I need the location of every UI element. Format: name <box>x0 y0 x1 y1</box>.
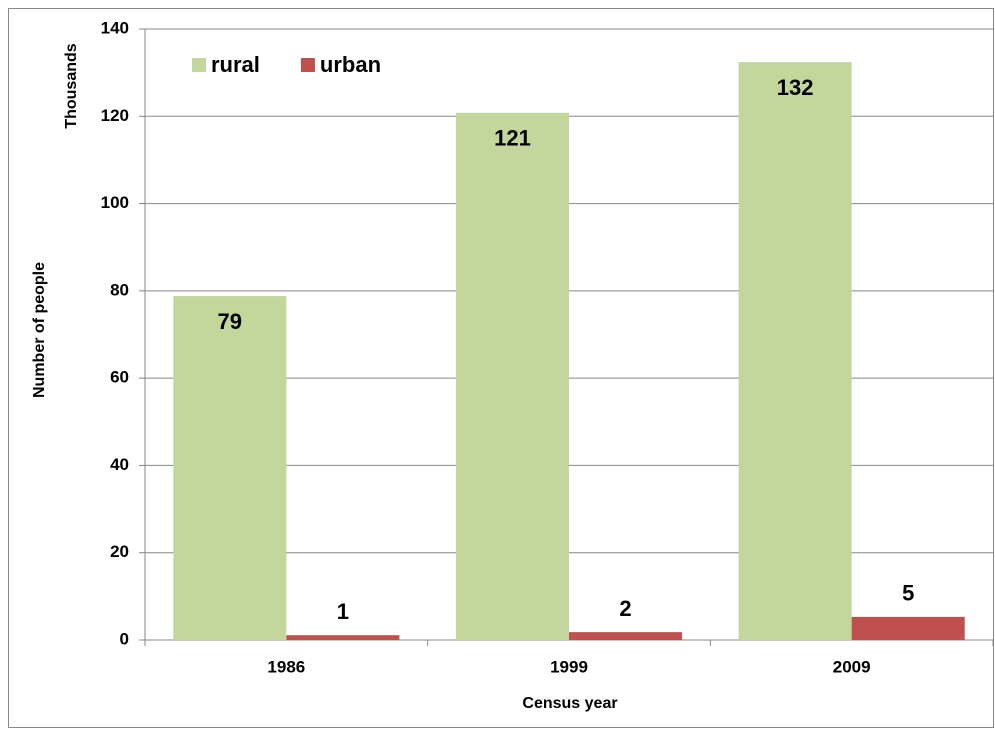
y-tick-label: 0 <box>120 629 129 648</box>
legend-label: urban <box>320 52 381 77</box>
data-label: 2 <box>619 596 631 621</box>
data-label: 121 <box>494 126 531 151</box>
bar <box>569 632 683 640</box>
bar <box>286 635 400 640</box>
x-tick-label: 2009 <box>833 657 871 676</box>
y-tick-label: 60 <box>110 368 129 387</box>
x-tick-label: 1986 <box>267 657 305 676</box>
data-label: 5 <box>902 581 914 606</box>
y-tick-label: 120 <box>101 106 129 125</box>
legend-swatch <box>300 58 315 72</box>
legend-swatch <box>192 58 206 72</box>
data-label: 132 <box>777 75 814 100</box>
y-axis-unit: Thousands <box>63 43 80 128</box>
x-axis-title: Census year <box>522 695 617 712</box>
y-tick-label: 20 <box>110 542 129 561</box>
x-tick-label: 1999 <box>550 657 588 676</box>
y-tick-label: 100 <box>101 193 129 212</box>
bar <box>173 296 287 640</box>
y-tick-label: 140 <box>101 18 129 37</box>
y-axis-title: Number of people <box>31 262 48 398</box>
bar <box>851 616 965 640</box>
bar <box>738 62 852 640</box>
legend-label: rural <box>211 52 260 77</box>
y-tick-label: 80 <box>110 280 129 299</box>
y-tick-label: 40 <box>110 455 129 474</box>
data-label: 1 <box>337 599 349 624</box>
bar <box>455 112 569 640</box>
data-label: 79 <box>218 309 242 334</box>
